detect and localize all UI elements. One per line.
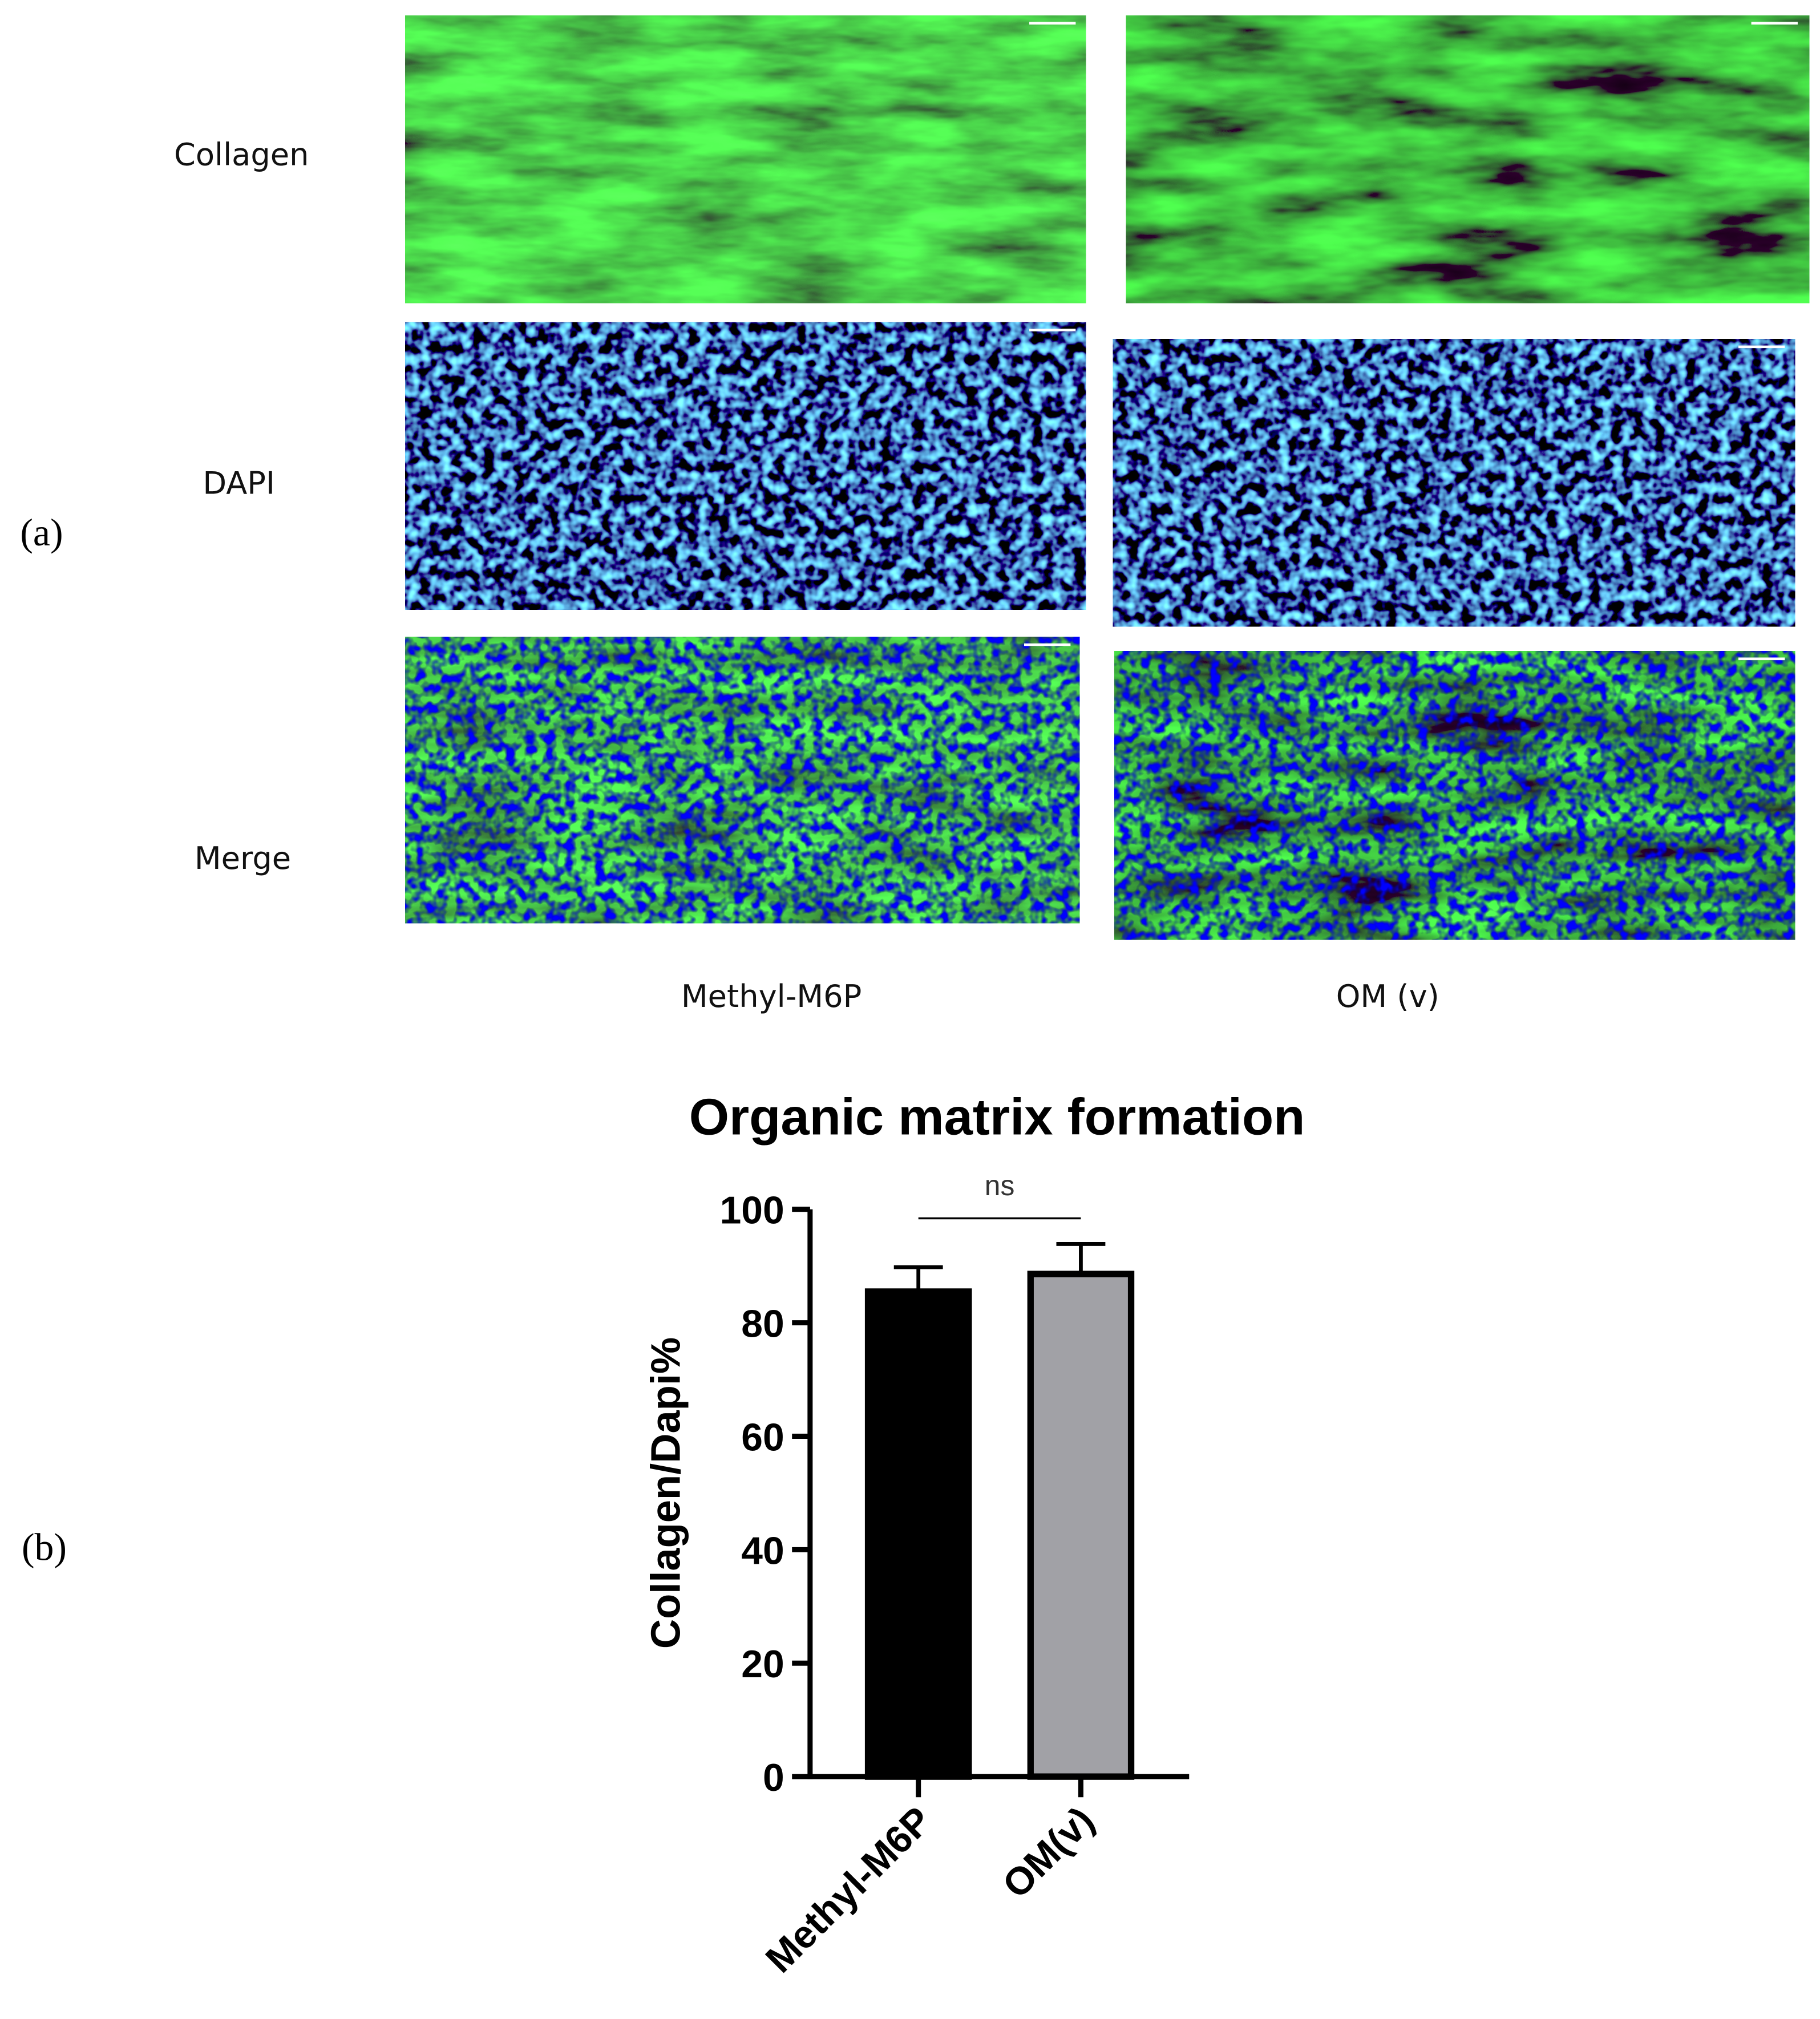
row-label: Merge [195,840,291,876]
bar [1027,1271,1135,1780]
bar-chart: 0 20 40 60 80 100 Methyl-M6P OM(v) ns [720,1170,1190,1981]
panel-label: (a) [20,511,63,554]
y-tick-label: 60 [741,1416,784,1459]
x-tick-label: OM(v) [994,1799,1102,1907]
row-label: DAPI [203,466,275,501]
dapi-image [1113,339,1795,627]
y-tick-label: 80 [741,1303,784,1346]
y-tick-label: 100 [720,1189,784,1232]
row-label: Collagen [174,136,309,172]
bar [864,1288,972,1780]
chart-title: Organic matrix formation [689,1089,1305,1146]
x-tick-label: Methyl-M6P [758,1799,940,1981]
dapi-image [405,322,1086,610]
annotation: ns [985,1170,1015,1201]
micrographs [405,15,1810,940]
collagen-image [1126,15,1810,304]
collagen-image [405,15,1086,304]
scale-bars [1024,22,1798,661]
panel-label: (b) [22,1526,67,1568]
y-tick-label: 20 [741,1643,784,1686]
column-label: OM (v) [1336,978,1439,1014]
merge-nuclei [405,637,1080,924]
y-axis-title: Collagen/Dapi% [644,1337,689,1649]
column-label: Methyl-M6P [681,978,862,1014]
y-tick-label: 40 [741,1530,784,1572]
merge-nuclei [1114,651,1795,940]
y-tick-label: 0 [763,1757,784,1799]
